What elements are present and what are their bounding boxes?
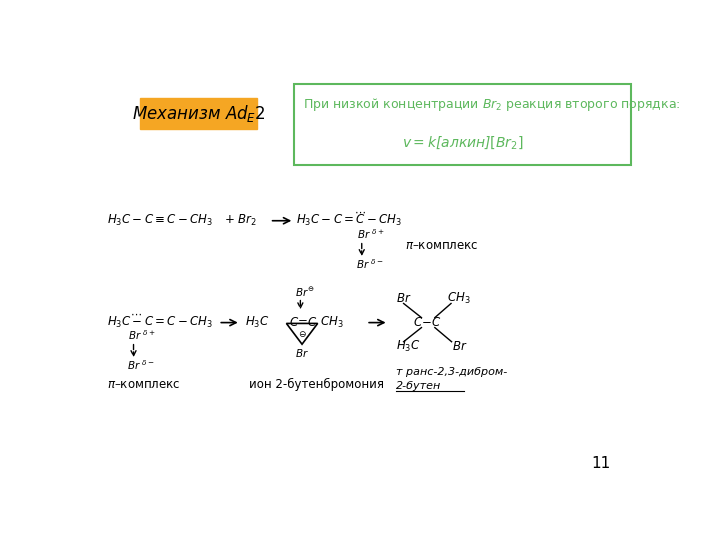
Text: $\cdots$: $\cdots$ — [354, 207, 366, 217]
Text: $Br\ ^{\delta+}$: $Br\ ^{\delta+}$ — [356, 227, 384, 241]
FancyBboxPatch shape — [294, 84, 631, 165]
Text: $H_3C-C\equiv C-CH_3$: $H_3C-C\equiv C-CH_3$ — [107, 213, 212, 228]
Text: $H_3C-C=C-CH_3$: $H_3C-C=C-CH_3$ — [107, 315, 212, 330]
Text: $C\!-\!C$: $C\!-\!C$ — [413, 316, 442, 329]
Text: $Br$: $Br$ — [451, 340, 467, 353]
Text: $Br\ ^{\delta-}$: $Br\ ^{\delta-}$ — [127, 359, 155, 372]
Text: $H_3C$: $H_3C$ — [245, 315, 270, 330]
Text: 11: 11 — [591, 456, 610, 471]
Text: $Br\ ^{\delta+}$: $Br\ ^{\delta+}$ — [128, 328, 156, 342]
Text: $\pi$–комплекс: $\pi$–комплекс — [405, 239, 479, 252]
Text: $H_3C$: $H_3C$ — [396, 339, 420, 354]
Text: $Br$: $Br$ — [396, 292, 411, 305]
Text: $\mathit{v = k}$[алкин]$\mathit{[Br_2]}$: $\mathit{v = k}$[алкин]$\mathit{[Br_2]}$ — [402, 134, 523, 151]
Text: $H_3C-C=C-CH_3$: $H_3C-C=C-CH_3$ — [297, 213, 402, 228]
Text: $CH_3$: $CH_3$ — [447, 291, 471, 306]
Text: $\pi$–комплекс: $\pi$–комплекс — [107, 377, 180, 390]
Text: $Br\ ^{\delta-}$: $Br\ ^{\delta-}$ — [356, 258, 384, 271]
Text: При низкой концентрации $\mathit{Br_2}$ реакция второго порядка:: При низкой концентрации $\mathit{Br_2}$ … — [302, 96, 680, 113]
Text: $+\ Br_2$: $+\ Br_2$ — [224, 213, 257, 228]
Text: $Br$: $Br$ — [295, 347, 309, 359]
FancyBboxPatch shape — [140, 98, 258, 129]
Text: $Br^{\ominus}$: $Br^{\ominus}$ — [294, 286, 314, 299]
Text: ион 2-бутенбромония: ион 2-бутенбромония — [249, 377, 384, 390]
Text: т ранс-2,3-дибром-: т ранс-2,3-дибром- — [396, 367, 507, 377]
Text: $\mathbf{\mathit{Механизм\ Ad_E2}}$: $\mathbf{\mathit{Механизм\ Ad_E2}}$ — [132, 103, 266, 124]
Text: $CH_3$: $CH_3$ — [320, 315, 344, 330]
Text: $C\!=\!C$: $C\!=\!C$ — [289, 316, 318, 329]
Text: $\ominus$: $\ominus$ — [297, 329, 307, 339]
Text: $\cdots$: $\cdots$ — [130, 308, 143, 319]
Text: 2-бутен: 2-бутен — [396, 381, 441, 391]
